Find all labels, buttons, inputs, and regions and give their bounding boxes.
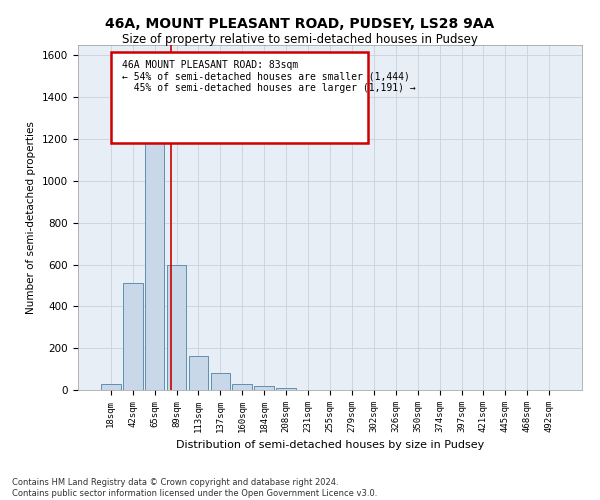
Bar (254, 386, 274, 390)
Bar (276, 388, 296, 390)
X-axis label: Distribution of semi-detached houses by size in Pudsey: Distribution of semi-detached houses by … (176, 440, 484, 450)
Text: Size of property relative to semi-detached houses in Pudsey: Size of property relative to semi-detach… (122, 32, 478, 46)
Text: 46A MOUNT PLEASANT ROAD: 83sqm
← 54% of semi-detached houses are smaller (1,444): 46A MOUNT PLEASANT ROAD: 83sqm ← 54% of … (122, 60, 416, 93)
Bar (101, 384, 121, 390)
Text: 46A, MOUNT PLEASANT ROAD, PUDSEY, LS28 9AA: 46A, MOUNT PLEASANT ROAD, PUDSEY, LS28 9… (106, 18, 494, 32)
Bar (211, 374, 230, 390)
Bar (123, 284, 143, 390)
Bar (232, 384, 252, 390)
Bar (188, 356, 208, 390)
Text: Contains HM Land Registry data © Crown copyright and database right 2024.
Contai: Contains HM Land Registry data © Crown c… (12, 478, 377, 498)
Bar (145, 118, 164, 390)
Y-axis label: Number of semi-detached properties: Number of semi-detached properties (26, 121, 37, 314)
FancyBboxPatch shape (111, 52, 368, 144)
Bar (167, 264, 187, 390)
